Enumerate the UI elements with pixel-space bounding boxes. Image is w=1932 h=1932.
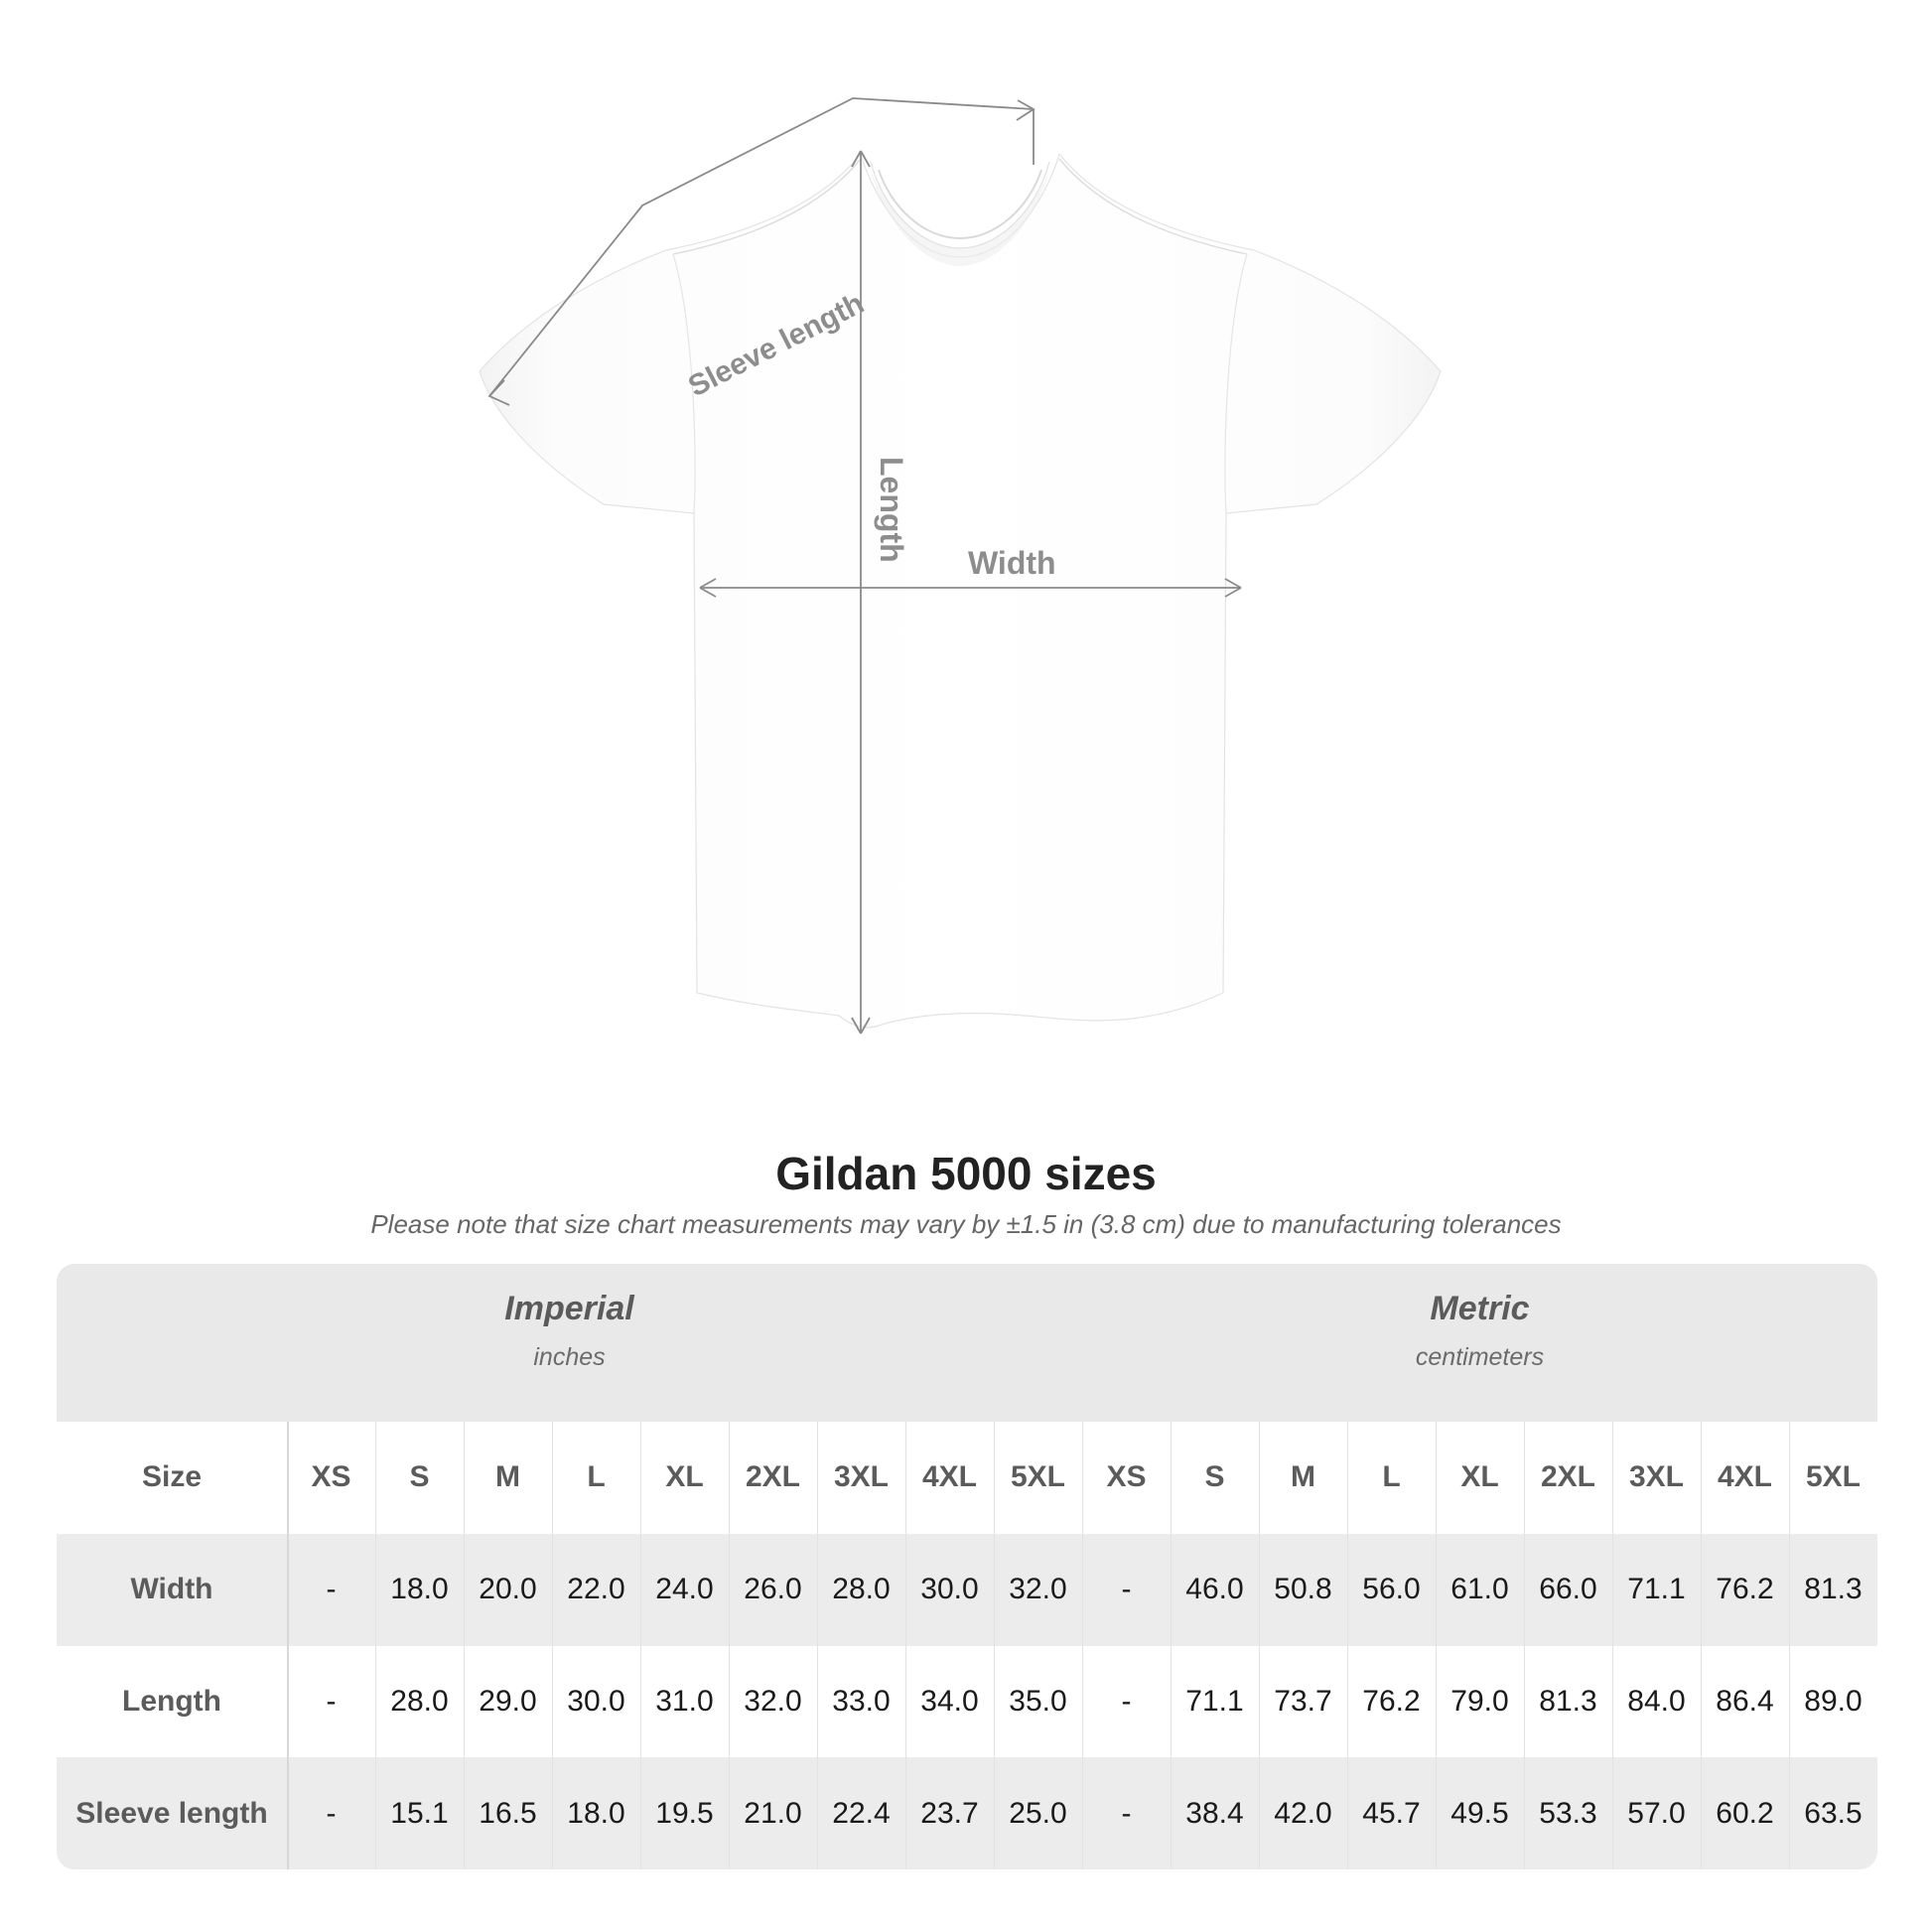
svg-text:Length: Length <box>874 457 909 563</box>
svg-text:Width: Width <box>968 545 1056 581</box>
